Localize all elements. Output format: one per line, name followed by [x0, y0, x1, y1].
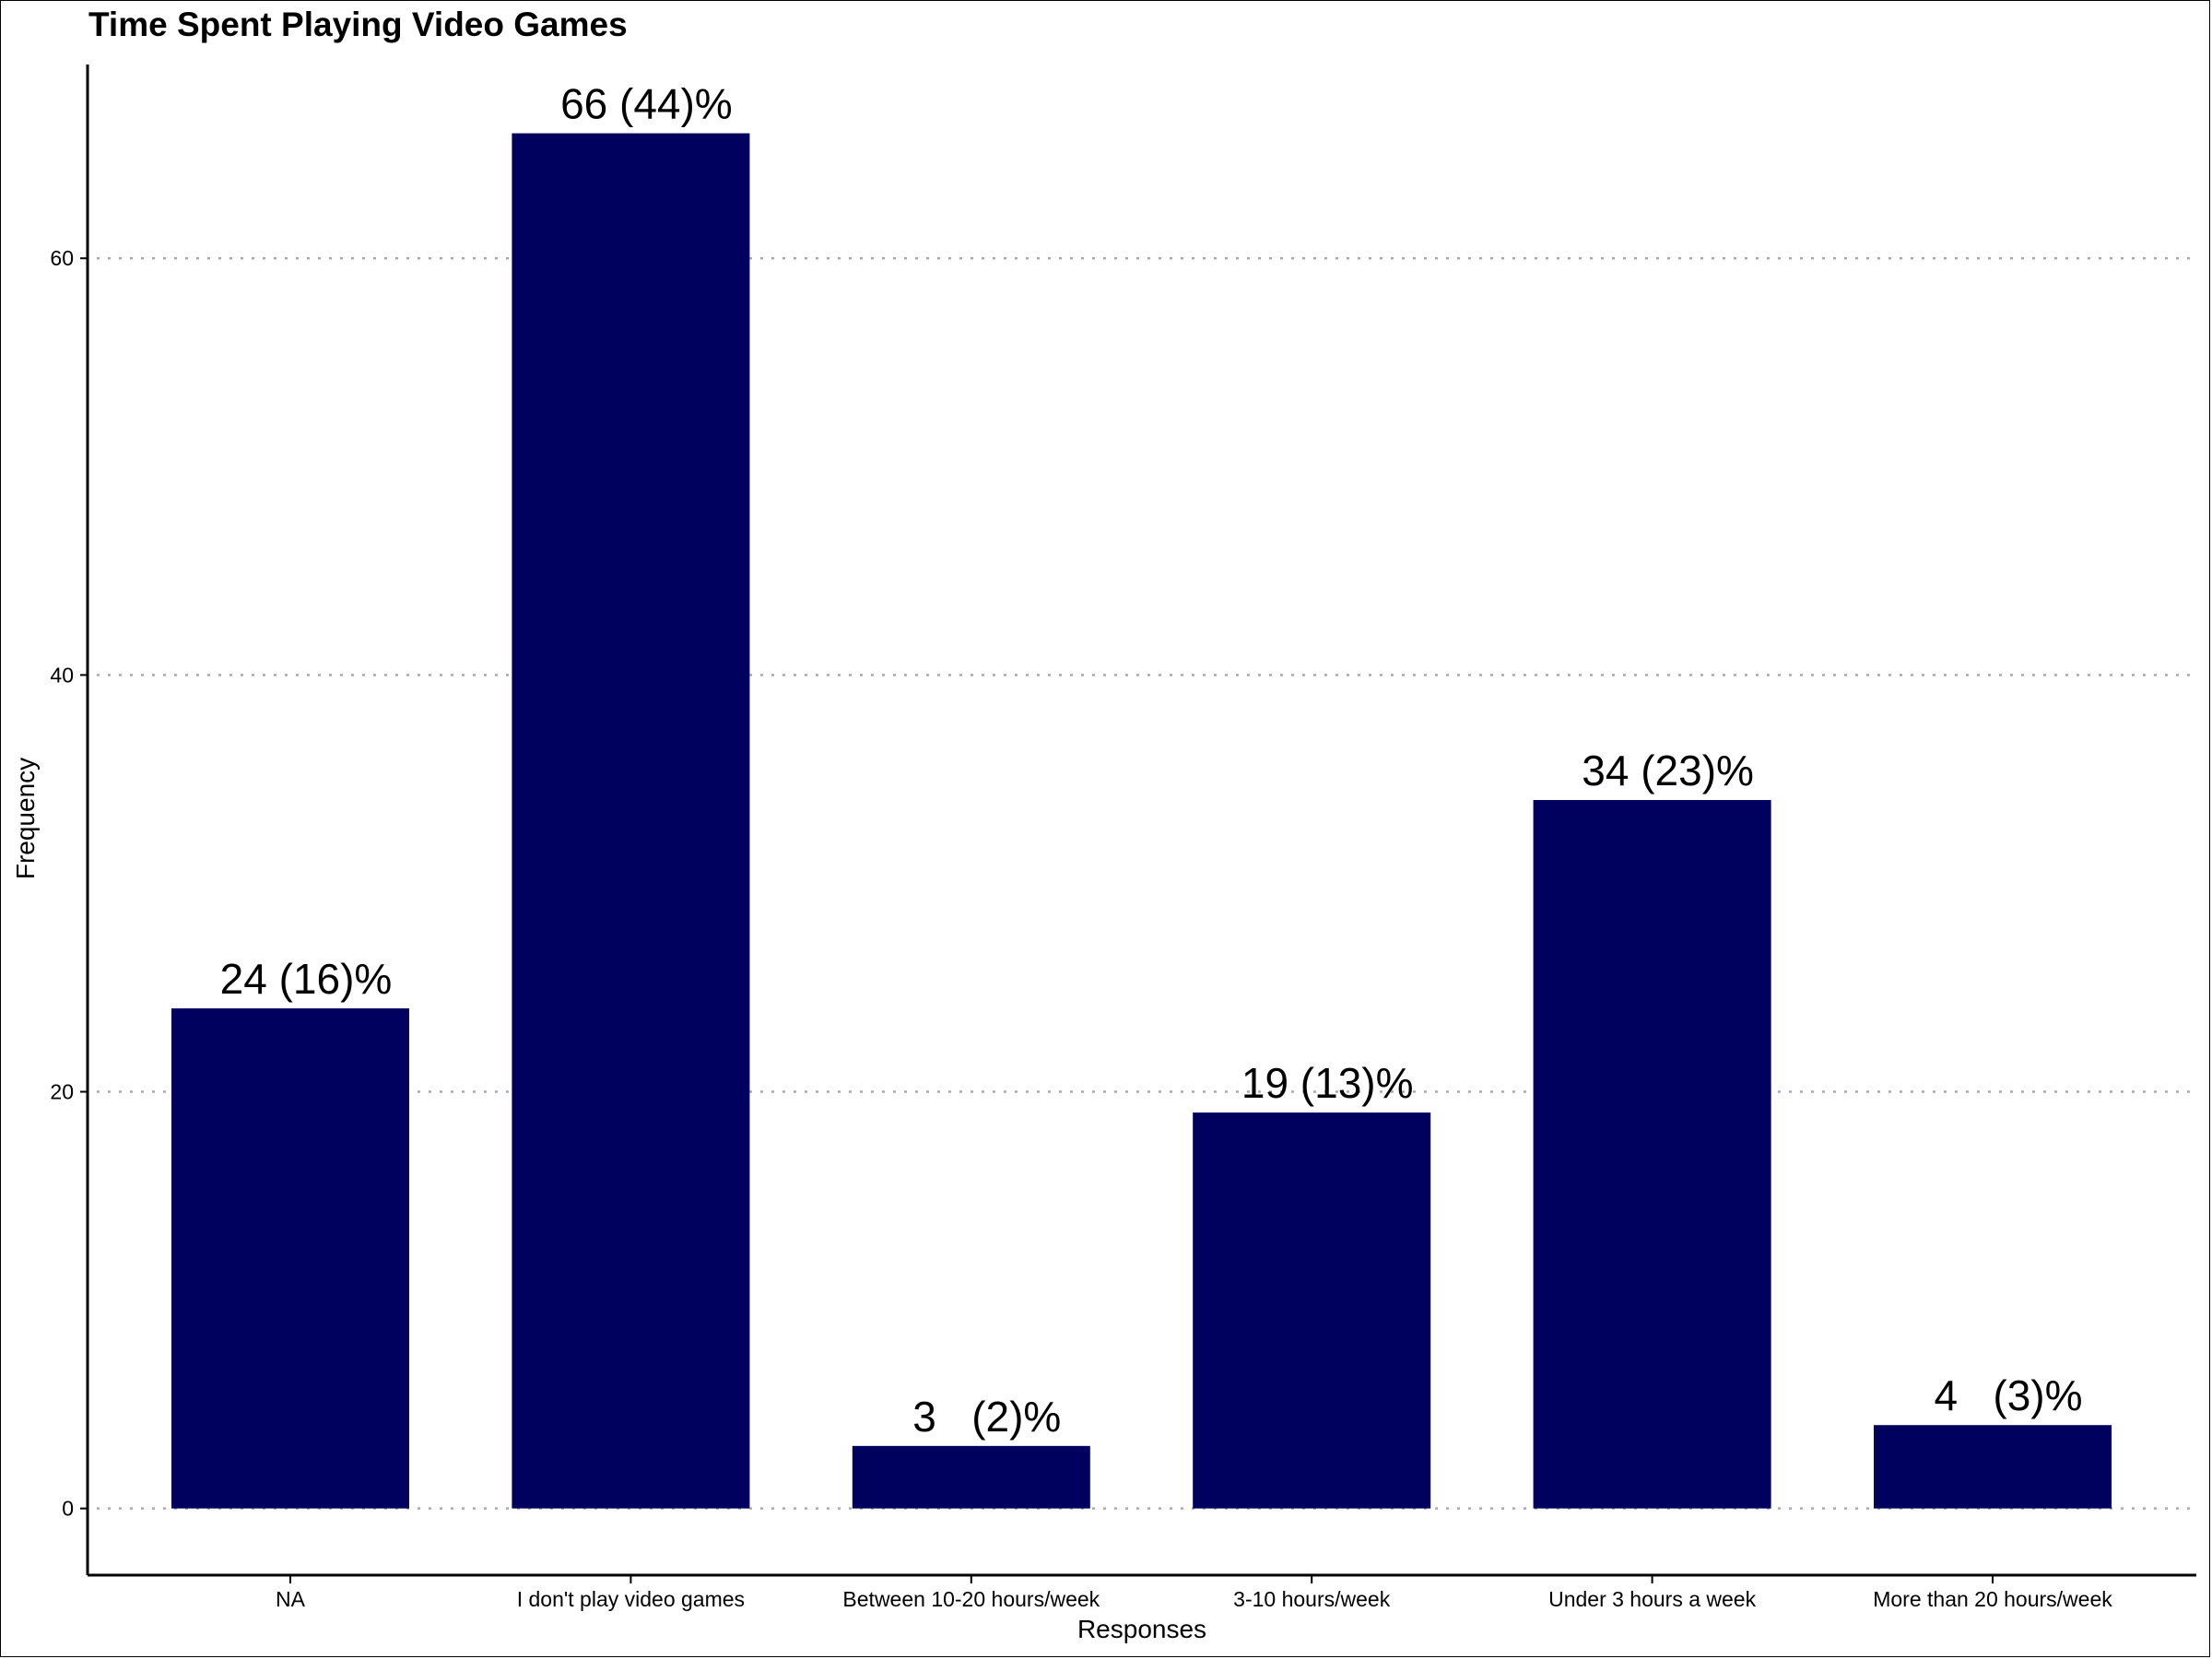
ticks: 0 20 40 60 NA I don't play video games Between… — [50, 246, 2112, 1611]
x-tick-label-2: Between 10-20 hours/week — [842, 1587, 1100, 1611]
bar-5 — [1874, 1425, 2112, 1509]
data-label-0: 24 (16)% — [220, 955, 393, 1003]
x-axis-title: Responses — [1077, 1615, 1206, 1643]
data-label-3: 19 (13)% — [1241, 1059, 1414, 1107]
y-axis-title: Frequency — [11, 758, 40, 879]
x-tick-label-3: 3-10 hours/week — [1233, 1587, 1391, 1611]
bar-3 — [1193, 1112, 1431, 1509]
bar-1 — [512, 133, 750, 1509]
y-tick-label-40: 40 — [50, 663, 74, 687]
data-label-1: 66 (44)% — [560, 80, 733, 128]
bar-2 — [852, 1445, 1090, 1509]
data-label-5: 4 (3)% — [1934, 1371, 2082, 1419]
x-tick-label-0: NA — [276, 1587, 306, 1611]
data-label-4: 34 (23)% — [1582, 747, 1754, 794]
y-tick-label-60: 60 — [50, 246, 74, 270]
bars — [171, 133, 2112, 1509]
data-labels: 24 (16)% 66 (44)% 3 (2)% 19 (13)% 34 (23)% 4 … — [220, 80, 2083, 1441]
x-tick-label-4: Under 3 hours a week — [1548, 1587, 1757, 1611]
y-tick-label-0: 0 — [62, 1497, 74, 1521]
gridlines — [97, 256, 2196, 1510]
y-tick-label-20: 20 — [50, 1080, 74, 1104]
chart-title: Time Spent Playing Video Games — [88, 6, 628, 43]
axes — [86, 65, 2196, 1577]
bar-0 — [171, 1008, 409, 1509]
bar-4 — [1533, 800, 1771, 1509]
x-tick-label-5: More than 20 hours/week — [1873, 1587, 2112, 1611]
data-label-2: 3 (2)% — [912, 1393, 1061, 1441]
x-tick-label-1: I don't play video games — [517, 1587, 745, 1611]
